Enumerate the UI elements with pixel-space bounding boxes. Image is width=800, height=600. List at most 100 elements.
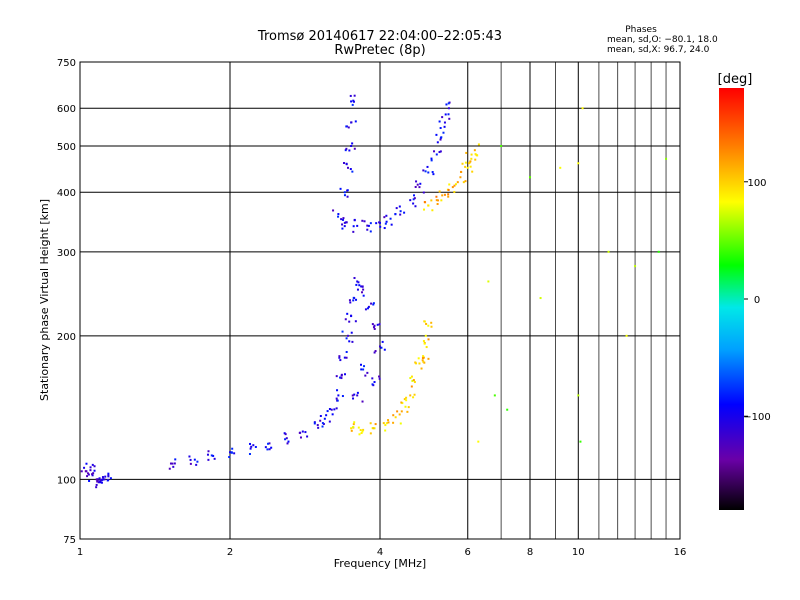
data-point — [412, 202, 415, 205]
data-point — [441, 194, 444, 197]
data-point — [362, 294, 365, 297]
data-point — [362, 288, 365, 291]
data-point — [351, 340, 354, 343]
data-point — [249, 447, 252, 450]
data-point — [375, 222, 378, 225]
data-point — [299, 436, 302, 439]
data-point — [341, 227, 344, 230]
data-point — [319, 419, 322, 422]
data-point — [213, 457, 216, 460]
data-point — [344, 373, 347, 376]
data-point — [387, 421, 390, 424]
y-tick-label: 75 — [63, 535, 76, 546]
data-point — [331, 413, 334, 416]
data-point — [268, 442, 271, 445]
data-point — [435, 199, 438, 202]
data-point — [317, 426, 320, 429]
x-tick-labels: 1 2 4 6 8 10 16 — [77, 547, 687, 558]
data-point — [338, 355, 341, 358]
data-point — [398, 205, 401, 208]
data-point — [189, 462, 192, 465]
data-point — [435, 133, 438, 136]
data-point — [405, 399, 408, 402]
data-point — [352, 423, 355, 426]
data-point — [577, 394, 580, 397]
data-point — [97, 481, 100, 484]
x-axis-label: Frequency [MHz] — [334, 557, 426, 570]
data-point — [268, 448, 271, 451]
data-point — [95, 478, 98, 481]
data-point — [456, 181, 459, 184]
data-point — [435, 153, 438, 156]
data-point — [230, 451, 233, 454]
data-point — [337, 394, 340, 397]
data-point — [343, 194, 346, 197]
data-point — [403, 398, 406, 401]
data-point — [346, 195, 349, 198]
data-point — [378, 377, 381, 380]
data-point — [193, 458, 196, 461]
data-point — [401, 402, 404, 405]
data-point — [474, 158, 477, 161]
data-point — [418, 186, 421, 189]
data-point — [410, 385, 413, 388]
phase-heading: Phases — [625, 25, 657, 35]
data-point — [422, 340, 425, 343]
data-point — [665, 157, 668, 160]
data-point — [284, 438, 287, 441]
data-point — [435, 195, 438, 198]
data-point — [339, 187, 342, 190]
data-point — [414, 185, 417, 188]
data-point — [89, 466, 92, 469]
y-tick-labels: 75 100 200 300 400 500 600 750 — [57, 58, 76, 546]
data-point — [436, 141, 439, 144]
data-point — [330, 408, 333, 411]
data-point — [321, 422, 324, 425]
data-point — [412, 396, 415, 399]
data-point — [424, 334, 427, 337]
data-point — [359, 363, 362, 366]
data-point — [445, 103, 448, 106]
data-point — [350, 331, 353, 334]
data-point — [335, 397, 338, 400]
data-point — [362, 428, 365, 431]
data-point — [366, 224, 369, 227]
data-point — [418, 362, 421, 365]
data-point — [427, 338, 430, 341]
data-point — [351, 142, 354, 145]
data-point — [354, 120, 357, 123]
data-point — [342, 161, 345, 164]
data-point — [392, 414, 395, 417]
data-point — [356, 288, 359, 291]
data-point — [433, 150, 436, 153]
data-point — [422, 191, 425, 194]
data-point — [346, 189, 349, 192]
data-point — [442, 131, 445, 134]
data-point — [634, 265, 637, 268]
data-point — [384, 222, 387, 225]
data-point — [195, 463, 198, 466]
data-point — [407, 406, 410, 409]
data-point — [444, 113, 447, 116]
data-point — [354, 320, 357, 323]
data-point — [188, 455, 191, 458]
data-point — [335, 407, 338, 410]
data-point — [313, 421, 316, 424]
data-point — [470, 153, 473, 156]
data-point — [471, 170, 474, 173]
data-point — [328, 420, 331, 423]
data-point — [447, 195, 450, 198]
data-point — [345, 356, 348, 359]
data-point — [326, 410, 329, 413]
data-point — [350, 121, 353, 124]
data-point — [98, 477, 101, 480]
data-point — [373, 351, 376, 354]
data-point — [403, 211, 406, 214]
data-point — [469, 160, 472, 163]
data-point — [468, 161, 471, 164]
data-point — [383, 348, 386, 351]
data-point — [353, 276, 356, 279]
data-point — [411, 379, 414, 382]
data-point — [493, 394, 496, 397]
data-point — [345, 221, 348, 224]
